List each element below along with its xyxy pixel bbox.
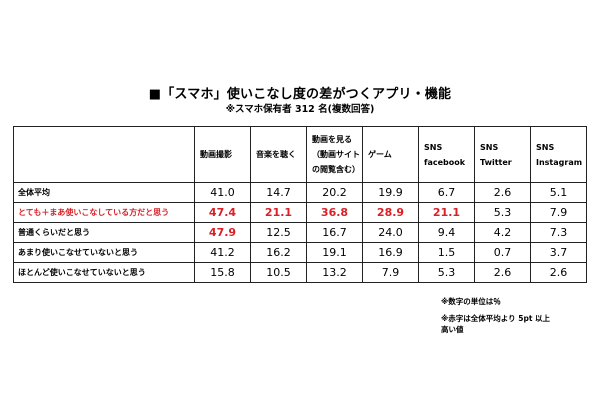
value-cell: 47.9 — [194, 222, 251, 243]
row-label: 普通くらいだと思う — [13, 222, 195, 243]
column-header: SNS facebook — [418, 126, 475, 183]
value-cell: 13.2 — [306, 262, 363, 283]
column-header: ゲーム — [362, 126, 419, 183]
column-header-line: ゲーム — [368, 150, 392, 159]
value-cell: 5.3 — [418, 262, 475, 283]
column-header: 音楽を聴く — [250, 126, 307, 183]
column-header-line: 動画撮影 — [200, 150, 232, 159]
value-cell: 10.5 — [250, 262, 307, 283]
value-cell: 16.2 — [250, 242, 307, 263]
value-cell: 21.1 — [250, 202, 307, 223]
value-cell: 2.6 — [474, 182, 531, 203]
column-header-line: 動画を見る — [312, 135, 352, 144]
chart-title: ■「スマホ」使いこなし度の差がつくアプリ・機能 — [148, 87, 452, 102]
value-cell: 19.1 — [306, 242, 363, 263]
column-header-line: SNS — [536, 142, 555, 152]
corner-cell — [13, 126, 195, 183]
column-header-line: 音楽を聴く — [256, 150, 296, 159]
value-cell: 19.9 — [362, 182, 419, 203]
value-cell: 3.7 — [530, 242, 587, 263]
table-row: あまり使いこなせていないと思う 41.2 16.2 19.1 16.9 1.5 0.7 3.7 — [13, 242, 587, 263]
column-header: SNS Twitter — [474, 126, 531, 183]
table-header-row: 動画撮影 音楽を聴く 動画を見る （動画サイト の閲覧含む） ゲーム SNS facebook… — [13, 126, 587, 183]
table-row: とても＋まあ使いこなしている方だと思う 47.4 21.1 36.8 28.9 21.1 5… — [13, 202, 587, 223]
note-red: ※赤字は全体平均より 5pt 以上高い値 — [441, 314, 551, 334]
value-cell: 36.8 — [306, 202, 363, 223]
column-header-line: Twitter — [480, 157, 512, 167]
column-header-line: の閲覧含む） — [312, 165, 360, 174]
table-row: 普通くらいだと思う 47.9 12.5 16.7 24.0 9.4 4.2 7.3 — [13, 222, 587, 243]
value-cell: 9.4 — [418, 222, 475, 243]
column-header: 動画撮影 — [194, 126, 251, 183]
table-row: 全体平均 41.0 14.7 20.2 19.9 6.7 2.6 5.1 — [13, 182, 587, 203]
value-cell: 41.0 — [194, 182, 251, 203]
row-label: あまり使いこなせていないと思う — [13, 242, 195, 263]
value-cell: 47.4 — [194, 202, 251, 223]
value-cell: 5.1 — [530, 182, 587, 203]
value-cell: 7.9 — [530, 202, 587, 223]
table-row: ほとんど使いこなせていないと思う 15.8 10.5 13.2 7.9 5.3 2.6 2.6 — [13, 262, 587, 283]
value-cell: 12.5 — [250, 222, 307, 243]
value-cell: 4.2 — [474, 222, 531, 243]
row-label: ほとんど使いこなせていないと思う — [13, 262, 195, 283]
value-cell: 21.1 — [418, 202, 475, 223]
chart-subtitle: ※スマホ保有者 312 名(複数回答) — [225, 104, 375, 115]
column-header: SNS Instagram — [530, 126, 587, 183]
value-cell: 15.8 — [194, 262, 251, 283]
column-header-line: facebook — [424, 157, 466, 167]
column-header: 動画を見る （動画サイト の閲覧含む） — [306, 126, 363, 183]
value-cell: 5.3 — [474, 202, 531, 223]
value-cell: 0.7 — [474, 242, 531, 263]
value-cell: 6.7 — [418, 182, 475, 203]
column-header-line: Instagram — [536, 157, 583, 167]
column-header-line: SNS — [424, 142, 443, 152]
table-body: 全体平均 41.0 14.7 20.2 19.9 6.7 2.6 5.1 とても＋まあ使いこなし… — [13, 182, 587, 283]
value-cell: 41.2 — [194, 242, 251, 263]
column-header-line: （動画サイト — [312, 150, 360, 159]
value-cell: 20.2 — [306, 182, 363, 203]
value-cell: 14.7 — [250, 182, 307, 203]
value-cell: 16.7 — [306, 222, 363, 243]
value-cell: 1.5 — [418, 242, 475, 263]
value-cell: 24.0 — [362, 222, 419, 243]
note-unit: ※数字の単位は％ — [441, 297, 501, 306]
value-cell: 2.6 — [474, 262, 531, 283]
column-header-line: SNS — [480, 142, 499, 152]
value-cell: 2.6 — [530, 262, 587, 283]
value-cell: 28.9 — [362, 202, 419, 223]
row-label: とても＋まあ使いこなしている方だと思う — [13, 202, 195, 223]
value-cell: 7.9 — [362, 262, 419, 283]
results-table: 動画撮影 音楽を聴く 動画を見る （動画サイト の閲覧含む） ゲーム SNS facebook… — [13, 126, 587, 283]
value-cell: 7.3 — [530, 222, 587, 243]
value-cell: 16.9 — [362, 242, 419, 263]
row-label: 全体平均 — [13, 182, 195, 203]
